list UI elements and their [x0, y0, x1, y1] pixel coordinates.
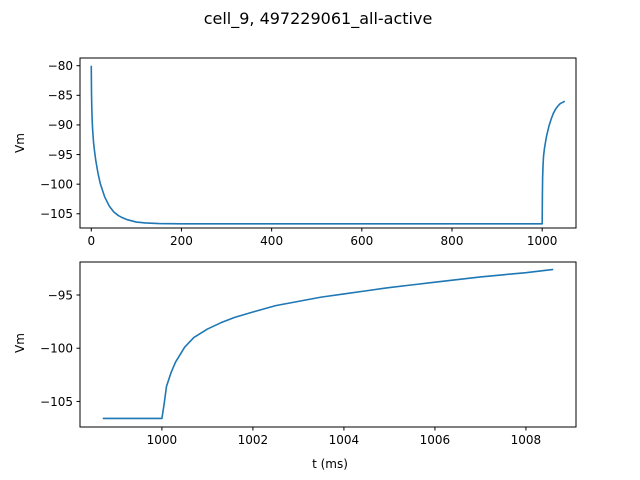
plot-1-xtick-label-3: 1006 — [420, 433, 451, 447]
plot-0-xtick-label-0: 0 — [87, 234, 95, 248]
plot-1-ytick-label-2: −105 — [40, 395, 73, 409]
plot-1-ytick-label-0: −95 — [48, 288, 73, 302]
plot-0-xtick-label-3: 600 — [350, 234, 373, 248]
plot-1-xtick-label-2: 1004 — [329, 433, 360, 447]
plot-1-xtick-label-4: 1008 — [511, 433, 542, 447]
top-plot-ylabel: Vm — [13, 133, 27, 153]
plot-0-ytick-label-1: −85 — [48, 89, 73, 103]
plot-0-ytick-label-4: −100 — [40, 177, 73, 191]
plot-0-xtick-label-5: 1000 — [527, 234, 558, 248]
figure-title: cell_9, 497229061_all-active — [204, 9, 433, 29]
plot-0-ytick-label-3: −95 — [48, 148, 73, 162]
plot-0-xtick-label-4: 800 — [441, 234, 464, 248]
plot-0-ytick-label-0: −80 — [48, 59, 73, 73]
plot-1-xtick-label-1: 1002 — [238, 433, 269, 447]
plot-0-ytick-label-2: −90 — [48, 118, 73, 132]
bottom-plot-xlabel: t (ms) — [312, 457, 348, 471]
plot-0-xtick-label-2: 400 — [260, 234, 283, 248]
plot-0-ytick-label-5: −105 — [40, 207, 73, 221]
plot-1-xtick-label-0: 1000 — [147, 433, 178, 447]
bottom-plot-ylabel: Vm — [13, 333, 27, 353]
plot-1-ytick-label-1: −100 — [40, 342, 73, 356]
plot-0-xtick-label-1: 200 — [170, 234, 193, 248]
